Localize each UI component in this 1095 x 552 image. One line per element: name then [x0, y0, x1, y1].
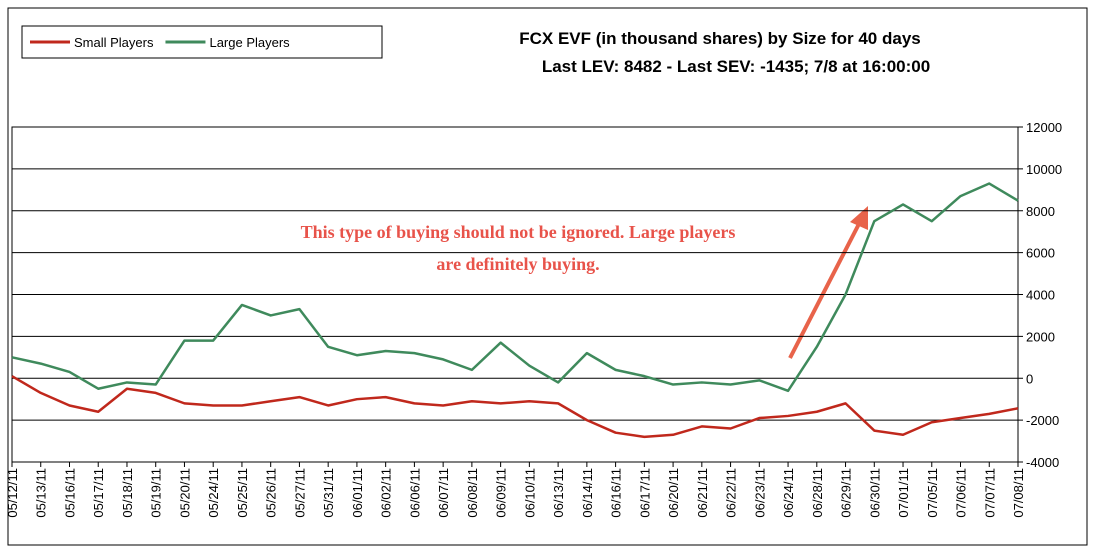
x-tick-label: 06/13/11 [551, 468, 566, 518]
x-tick-label: 06/16/11 [609, 468, 624, 518]
x-tick-label: 05/31/11 [321, 468, 336, 518]
x-tick-label: 06/29/11 [839, 468, 854, 518]
x-tick-label: 06/09/11 [494, 468, 509, 518]
x-tick-label: 05/24/11 [206, 468, 221, 518]
y-tick-label: -2000 [1026, 413, 1059, 428]
x-tick-label: 06/20/11 [666, 468, 681, 518]
y-tick-label: 12000 [1026, 120, 1062, 135]
x-tick-label: 05/16/11 [62, 468, 77, 518]
annotation: This type of buying should not be ignore… [301, 222, 736, 242]
x-tick-label: 05/19/11 [149, 468, 164, 518]
x-tick-label: 05/27/11 [292, 468, 307, 518]
x-tick-label: 06/08/11 [465, 468, 480, 518]
chart-title: FCX EVF (in thousand shares) by Size for… [519, 29, 920, 48]
plot-border [11, 126, 1019, 463]
series-line [11, 375, 1019, 439]
y-tick-label: 8000 [1026, 204, 1055, 219]
x-tick-label: 06/06/11 [407, 468, 422, 518]
series-line [11, 182, 1019, 393]
y-tick-label: 10000 [1026, 162, 1062, 177]
arrow-head [850, 206, 868, 230]
x-tick-label: 06/01/11 [350, 468, 365, 518]
y-tick-label: 0 [1026, 371, 1033, 386]
x-tick-label: 05/26/11 [264, 468, 279, 518]
x-tick-label: 06/23/11 [752, 468, 767, 518]
x-tick-label: 06/21/11 [695, 468, 710, 518]
y-tick-label: -4000 [1026, 455, 1059, 470]
legend-label: Small Players [74, 35, 154, 50]
x-tick-label: 05/25/11 [235, 468, 250, 518]
x-tick-label: 05/17/11 [91, 468, 106, 518]
x-tick-label: 05/20/11 [177, 468, 192, 518]
y-tick-label: 6000 [1026, 246, 1055, 261]
x-tick-label: 05/18/11 [120, 468, 135, 518]
annotation: are definitely buying. [436, 254, 599, 274]
x-tick-label: 06/10/11 [522, 468, 537, 518]
legend-label: Large Players [209, 35, 290, 50]
x-tick-label: 07/08/11 [1011, 468, 1026, 518]
x-tick-label: 06/07/11 [436, 468, 451, 518]
x-tick-label: 06/28/11 [810, 468, 825, 518]
x-tick-label: 06/30/11 [867, 468, 882, 518]
x-tick-label: 06/17/11 [637, 468, 652, 518]
x-tick-label: 07/06/11 [954, 468, 969, 518]
x-tick-label: 07/05/11 [925, 468, 940, 518]
arrow [788, 217, 864, 359]
frame [7, 7, 1088, 546]
x-tick-label: 07/07/11 [982, 468, 997, 518]
x-tick-label: 05/12/11 [5, 468, 20, 518]
x-tick-label: 06/22/11 [724, 468, 739, 518]
y-tick-label: 2000 [1026, 329, 1055, 344]
chart-subtitle: Last LEV: 8482 - Last SEV: -1435; 7/8 at… [542, 57, 930, 76]
y-tick-label: 4000 [1026, 288, 1055, 303]
x-tick-label: 07/01/11 [896, 468, 911, 518]
x-tick-label: 06/24/11 [781, 468, 796, 518]
x-tick-label: 06/14/11 [580, 468, 595, 518]
x-tick-label: 05/13/11 [34, 468, 49, 518]
x-tick-label: 06/02/11 [379, 468, 394, 518]
